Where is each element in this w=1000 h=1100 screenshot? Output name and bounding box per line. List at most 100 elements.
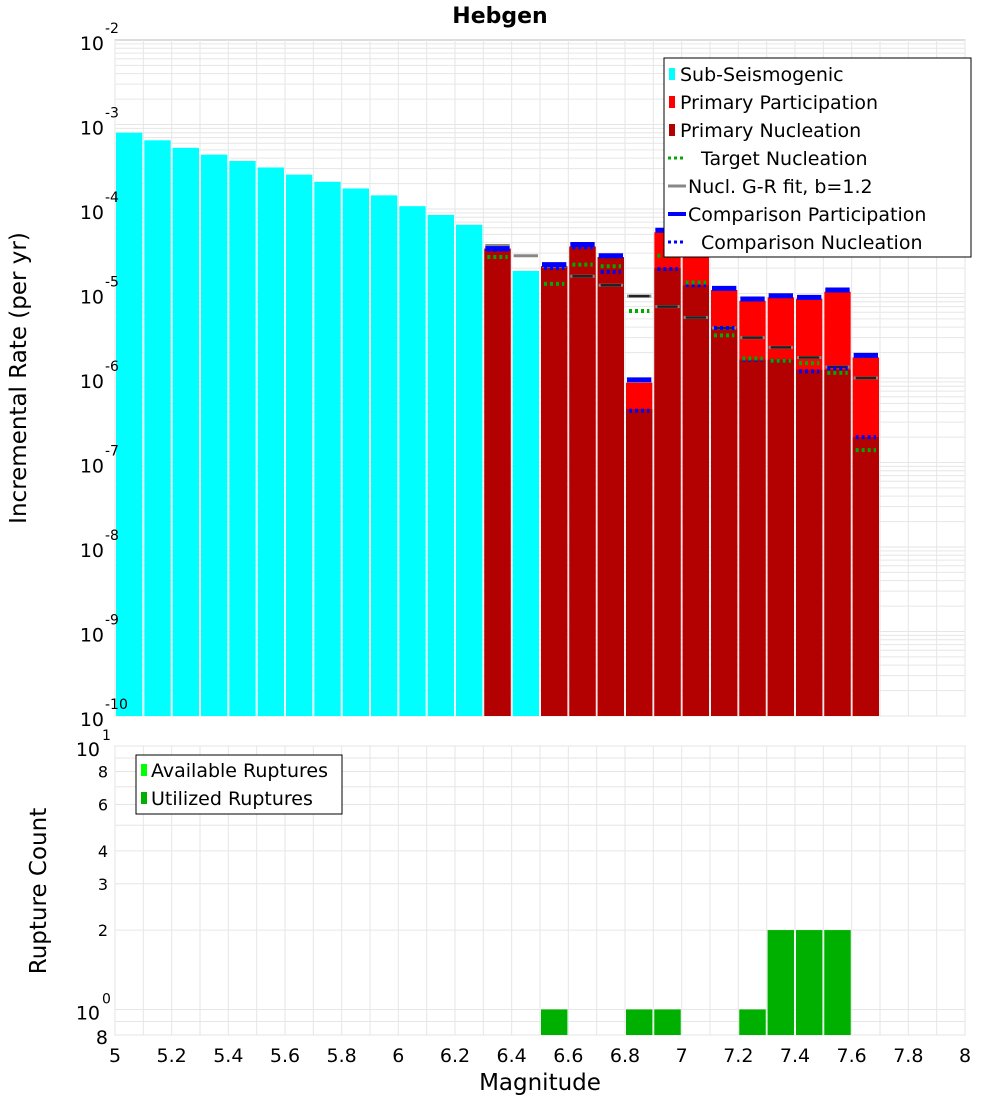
- top-y-tick-label: 10: [80, 456, 104, 478]
- sub-seismogenic-bar: [371, 195, 398, 717]
- top-y-tick-label: 10: [80, 287, 104, 309]
- x-tick-label: 5: [109, 1045, 121, 1067]
- bottom-y-min-label: 8: [96, 1027, 108, 1049]
- x-tick-label: 6.4: [497, 1045, 527, 1067]
- primary-nucleation-bar: [711, 328, 738, 716]
- primary-nucleation-bar: [654, 268, 681, 716]
- sub-seismogenic-bar: [399, 206, 426, 716]
- utilized-ruptures-bar: [654, 1009, 681, 1035]
- primary-nucleation-bar: [541, 266, 568, 716]
- utilized-ruptures-bar: [626, 1009, 653, 1035]
- top-y-tick-exponent: -2: [105, 21, 119, 37]
- bottom-legend: Available Ruptures Utilized Ruptures: [135, 754, 343, 815]
- top-y-tick-label: 10: [80, 118, 104, 140]
- top-y-tick-exponent: -3: [105, 106, 119, 122]
- sub-seismogenic-bar: [427, 214, 454, 716]
- top-y-tick-label: 10: [80, 33, 104, 55]
- bottom-y-tick-label: 4: [98, 842, 108, 861]
- utilized-ruptures-bar: [739, 1009, 766, 1035]
- top-y-tick-exponent: -6: [105, 359, 119, 375]
- primary-nucleation-bar: [569, 246, 596, 716]
- primary-nucleation-bar: [767, 359, 794, 716]
- x-tick-label: 8: [959, 1045, 971, 1067]
- legend-label: Primary Participation: [680, 92, 878, 114]
- primary-nucleation-bar: [626, 408, 653, 716]
- x-tick-label: 7.4: [780, 1045, 810, 1067]
- top-y-axis-title: Incremental Rate (per yr): [6, 232, 32, 524]
- legend-label: Primary Nucleation: [680, 120, 861, 142]
- top-bars: [116, 132, 879, 717]
- legend-swatch: [669, 124, 675, 136]
- sub-seismogenic-bar: [116, 132, 143, 716]
- top-y-tick: 10-2: [80, 21, 119, 55]
- top-y-tick-label: 10: [80, 371, 104, 393]
- top-legend: Sub-Seismogenic Primary Participation Prim…: [663, 57, 972, 258]
- utilized-ruptures-bar: [796, 930, 823, 1035]
- legend-swatch: [141, 764, 147, 776]
- utilized-ruptures-bar: [767, 930, 794, 1035]
- primary-nucleation-bar: [682, 285, 709, 716]
- bottom-y-major-tick-label: 10: [76, 739, 100, 761]
- x-tick-label: 6.6: [553, 1045, 583, 1067]
- top-y-tick: 10-5: [80, 275, 119, 309]
- x-tick-label: 6.8: [610, 1045, 640, 1067]
- top-y-tick-exponent: -7: [105, 444, 119, 460]
- sub-seismogenic-bar: [257, 167, 284, 717]
- bottom-legend-box: [135, 754, 343, 815]
- top-y-tick: 10-9: [80, 613, 119, 647]
- legend-label: Target Nucleation: [700, 148, 868, 170]
- sub-seismogenic-bar: [456, 224, 483, 716]
- sub-seismogenic-bar: [512, 270, 539, 716]
- chart-title: Hebgen: [452, 4, 547, 29]
- primary-nucleation-bar: [484, 248, 511, 716]
- top-y-tick: 10-8: [80, 528, 119, 562]
- bottom-y-major-tick: 100: [76, 991, 111, 1024]
- primary-nucleation-bar: [739, 359, 766, 716]
- bottom-y-axis-title: Rupture Count: [26, 808, 52, 974]
- legend-label: Available Ruptures: [151, 760, 328, 782]
- top-panel: 10-210-310-410-510-610-710-810-910-10 In…: [6, 21, 972, 731]
- bottom-y-major-tick-exponent: 1: [102, 728, 111, 744]
- primary-nucleation-bar: [597, 257, 624, 716]
- top-y-tick-exponent: -9: [105, 613, 119, 629]
- x-tick-label: 7.6: [837, 1045, 867, 1067]
- x-tick-label: 7: [676, 1045, 688, 1067]
- top-y-tick: 10-10: [80, 697, 128, 731]
- top-y-tick: 10-7: [80, 444, 119, 478]
- top-y-ticks: 10-210-310-410-510-610-710-810-910-10: [80, 21, 128, 731]
- top-y-tick: 10-4: [80, 190, 119, 224]
- top-y-tick-label: 10: [80, 202, 104, 224]
- top-y-tick-exponent: -5: [105, 275, 119, 291]
- legend-label: Nucl. G-R fit, b=1.2: [688, 176, 873, 198]
- x-tick-label: 6: [392, 1045, 404, 1067]
- legend-label: Comparison Participation: [688, 204, 926, 226]
- primary-nucleation-bar: [852, 437, 879, 716]
- top-lines: [485, 227, 878, 453]
- bottom-y-major-tick-exponent: 0: [102, 991, 111, 1007]
- top-y-tick-label: 10: [80, 625, 104, 647]
- legend-swatch: [669, 68, 675, 80]
- utilized-ruptures-bar: [824, 930, 851, 1035]
- primary-nucleation-bar: [824, 369, 851, 716]
- legend-swatch: [669, 96, 675, 108]
- bottom-y-tick-label: 2: [98, 921, 108, 940]
- bottom-y-major-tick: 101: [76, 728, 111, 761]
- utilized-ruptures-bar: [541, 1009, 568, 1035]
- top-y-tick: 10-6: [80, 359, 119, 393]
- top-y-tick-exponent: -10: [105, 697, 128, 713]
- sub-seismogenic-bar: [229, 160, 256, 717]
- top-y-tick-exponent: -8: [105, 528, 119, 544]
- x-ticks: 5 5.2 5.4 5.6 5.8 6 6.2 6.4 6.6 6.8 7 7.2 7.4 7.6 7.8 8: [109, 1045, 971, 1067]
- sub-seismogenic-bar: [314, 181, 341, 717]
- legend-label: Utilized Ruptures: [151, 788, 313, 810]
- legend-swatch: [141, 792, 147, 804]
- bottom-y-tick-label: 3: [98, 875, 108, 894]
- x-tick-label: 6.2: [440, 1045, 470, 1067]
- top-y-tick-label: 10: [80, 709, 104, 731]
- sub-seismogenic-bar: [172, 147, 199, 716]
- sub-seismogenic-bar: [201, 154, 228, 717]
- top-y-tick: 10-3: [80, 106, 119, 140]
